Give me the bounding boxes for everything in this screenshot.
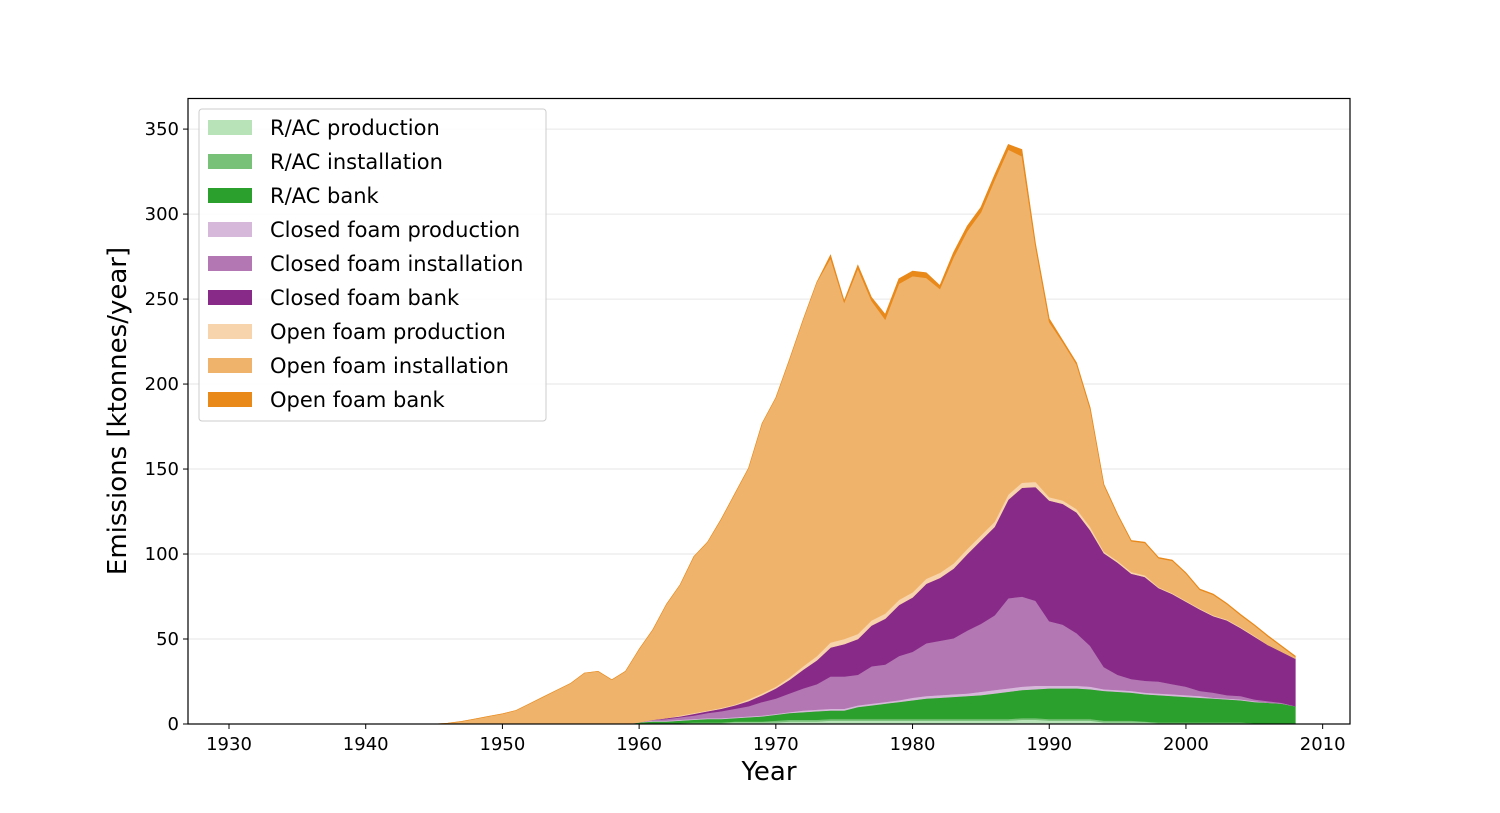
legend-label-0: R/AC production (270, 116, 440, 140)
legend-swatch-0 (208, 120, 252, 135)
y-tick-label-5: 250 (145, 289, 179, 310)
legend-swatch-8 (208, 392, 252, 407)
x-axis-ticks: 1930 1940 1950 1960 1970 1980 1990 2000 2010 (206, 724, 1346, 755)
y-tick-label-0: 0 (168, 714, 179, 735)
legend-label-2: R/AC bank (270, 184, 380, 208)
y-axis-label: Emissions [ktonnes/year] (103, 247, 133, 575)
x-tick-label-8: 2010 (1300, 734, 1346, 755)
legend-box (198, 108, 547, 422)
x-tick-label-6: 1990 (1026, 734, 1072, 755)
legend-label-1: R/AC installation (270, 150, 443, 174)
legend-swatch-6 (208, 324, 252, 339)
legend-label-8: Open foam bank (270, 388, 446, 412)
y-tick-label-6: 300 (145, 204, 179, 225)
legend-swatch-3 (208, 222, 252, 237)
x-tick-label-5: 1980 (890, 734, 936, 755)
y-tick-label-7: 350 (145, 119, 179, 140)
legend-label-7: Open foam installation (270, 354, 509, 378)
y-tick-label-2: 100 (145, 544, 179, 565)
y-tick-label-3: 150 (145, 459, 179, 480)
y-tick-label-1: 50 (156, 629, 179, 650)
legend: R/AC production R/AC installation R/AC ban… (198, 108, 547, 422)
x-tick-label-3: 1960 (616, 734, 662, 755)
legend-swatch-4 (208, 256, 252, 271)
area-series-8 (229, 144, 1296, 725)
x-axis-label: Year (740, 757, 796, 787)
legend-label-4: Closed foam installation (270, 252, 523, 276)
legend-label-5: Closed foam bank (270, 286, 460, 310)
plot-frame (187, 97, 1351, 725)
legend-label-3: Closed foam production (270, 218, 520, 242)
x-tick-label-7: 2000 (1163, 734, 1209, 755)
x-tick-label-1: 1940 (343, 734, 389, 755)
legend-label-6: Open foam production (270, 320, 506, 344)
x-tick-label-0: 1930 (206, 734, 252, 755)
legend-swatch-2 (208, 188, 252, 203)
y-axis-ticks: 0 50 100 150 200 250 300 350 (145, 119, 188, 735)
y-tick-label-4: 200 (145, 374, 179, 395)
legend-swatch-1 (208, 154, 252, 169)
legend-swatch-5 (208, 290, 252, 305)
x-tick-label-2: 1950 (480, 734, 526, 755)
x-tick-label-4: 1970 (753, 734, 799, 755)
legend-swatch-7 (208, 358, 252, 373)
